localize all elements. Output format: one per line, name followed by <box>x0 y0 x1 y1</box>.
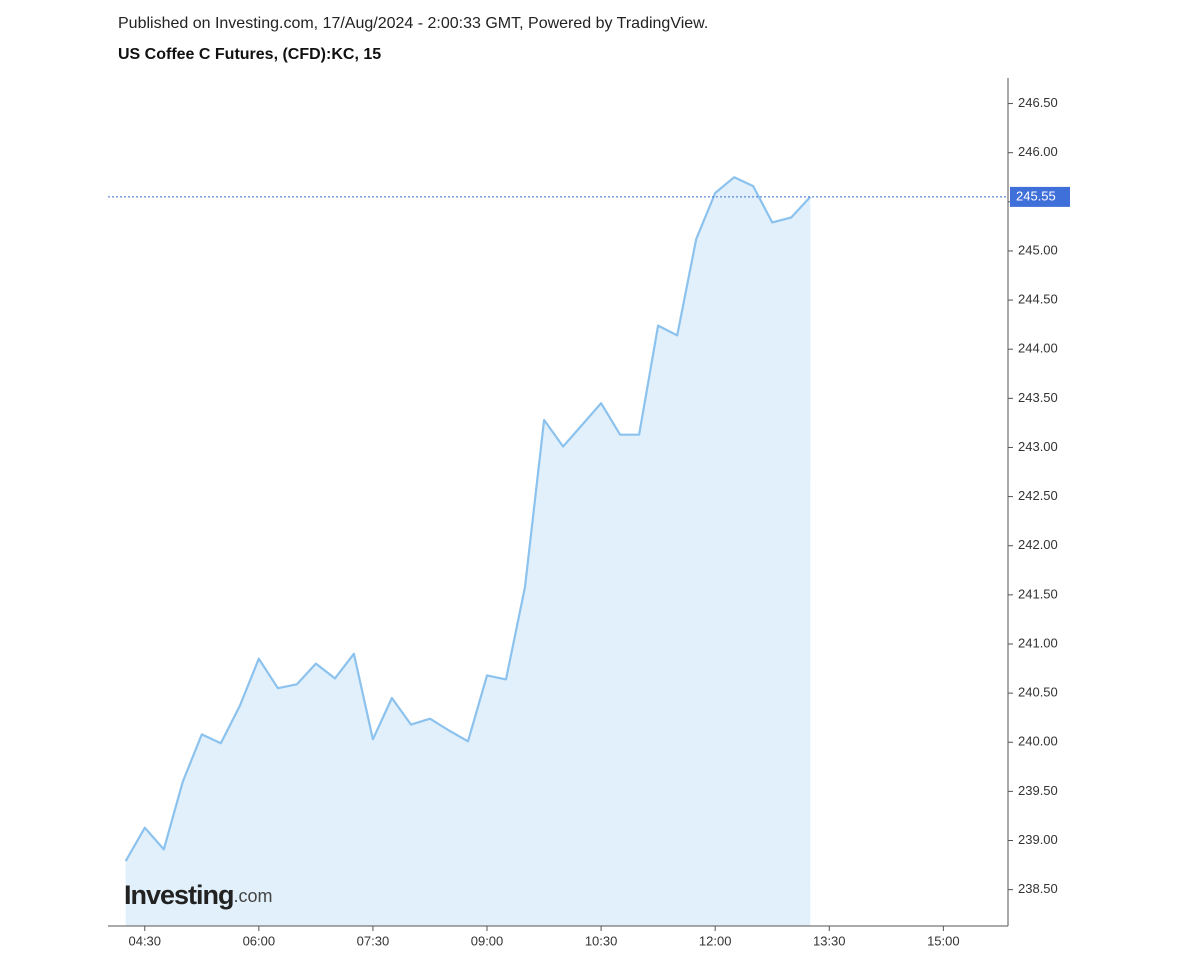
y-tick-label: 240.00 <box>1018 734 1058 749</box>
y-tick-label: 246.50 <box>1018 95 1058 110</box>
last-price-label: 245.55 <box>1016 188 1056 203</box>
header: Published on Investing.com, 17/Aug/2024 … <box>118 15 708 32</box>
x-tick-label: 06:00 <box>243 933 276 948</box>
logo-name: Investing <box>124 880 234 910</box>
x-tick-label: 04:30 <box>128 933 161 948</box>
y-tick-label: 241.50 <box>1018 586 1058 601</box>
y-tick-label: 243.00 <box>1018 439 1058 454</box>
y-tick-label: 239.50 <box>1018 783 1058 798</box>
y-tick-label: 242.50 <box>1018 488 1058 503</box>
last-price-box <box>1010 186 1070 207</box>
logo-suffix: .com <box>234 886 273 906</box>
y-tick-label: 238.50 <box>1018 881 1058 896</box>
y-tick-label: 245.00 <box>1018 242 1058 257</box>
y-tick-label: 239.00 <box>1018 832 1058 847</box>
x-tick-label: 15:00 <box>927 933 960 948</box>
x-tick-label: 10:30 <box>585 933 618 948</box>
x-tick-label: 07:30 <box>357 933 390 948</box>
y-tick-label: 240.50 <box>1018 685 1058 700</box>
x-tick-label: 12:00 <box>699 933 732 948</box>
y-tick-label: 241.00 <box>1018 635 1058 650</box>
y-tick-label: 246.00 <box>1018 144 1058 159</box>
area-fill <box>125 177 811 926</box>
logo: Investing.com <box>124 880 273 910</box>
y-tick-label: 244.50 <box>1018 292 1058 307</box>
price-line <box>124 176 812 862</box>
y-tick-label: 242.00 <box>1018 537 1058 552</box>
y-tick-label: 244.00 <box>1018 341 1058 356</box>
y-tick-label: 243.50 <box>1018 390 1058 405</box>
x-tick-label: 13:30 <box>813 933 846 948</box>
x-tick-label: 09:00 <box>471 933 504 948</box>
chart-title: US Coffee C Futures, (CFD):KC, 15 <box>118 46 381 63</box>
